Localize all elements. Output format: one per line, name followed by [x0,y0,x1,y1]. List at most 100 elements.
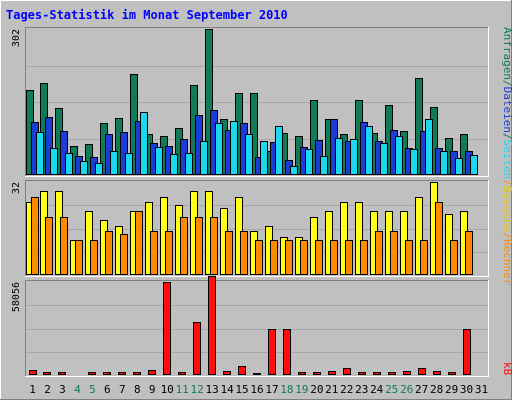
bar-kb-day-19 [298,372,306,375]
series-legend: Anfragen/Dateien/Seiten/Besuche/Rechner k… [501,27,512,376]
bar-seiten-day-2 [50,148,58,175]
bar-kb-day-20 [313,372,321,375]
bar-seiten-day-12 [200,141,208,175]
legend-entry: Rechner [501,239,512,286]
bar-rechner-day-5 [90,240,98,275]
bar-kb-day-24 [373,372,381,375]
x-tick-label: 28 [430,383,443,396]
bar-kb-day-3 [58,372,66,375]
x-tick-label: 23 [355,383,368,396]
x-tick-label: 29 [445,383,458,396]
bar-rechner-day-10 [165,231,173,275]
x-tick-label: 13 [205,383,218,396]
chart-panels: 302 32 58056 [11,27,489,377]
x-tick-label: 9 [149,383,156,396]
bar-seiten-day-4 [80,161,88,175]
bar-seiten-day-20 [320,156,328,175]
bar-besuche-day-23 [355,202,363,275]
bar-rechner-day-18 [285,240,293,275]
bar-rechner-day-11 [180,217,188,275]
x-tick-label: 18 [280,383,293,396]
bar-seiten-day-13 [215,123,223,175]
bar-kb-day-22 [343,368,351,375]
bar-kb-day-28 [433,371,441,375]
y-axis-max-label: 302 [11,29,22,47]
bar-seiten-day-21 [335,138,343,175]
bar-kb-day-15 [238,366,246,375]
bar-kb-day-2 [43,372,51,375]
bar-seiten-day-25 [395,136,403,175]
bar-kb-day-13 [208,276,216,375]
x-tick-label: 16 [250,383,263,396]
bar-seiten-day-16 [260,141,268,175]
x-tick-label: 24 [370,383,384,396]
series-kb [29,276,471,375]
bar-kb-day-21 [328,371,336,375]
bar-kb-day-14 [223,371,231,375]
bar-rechner-day-13 [210,217,218,275]
x-tick-label: 12 [190,383,203,396]
legend-top-label: Anfragen/Dateien/Seiten/Besuche/Rechner [501,27,512,286]
bar-seiten-day-10 [170,154,178,175]
x-axis-tick-labels: 1 2 3 4 5 6 7 8 9 10 11 12 13 14 15 16 17 18 19 20 21 22 23 24 2… [29,383,488,396]
chart-title: Tages-Statistik im Monat September 2010 [6,8,288,22]
bar-rechner-day-7 [120,234,128,275]
x-tick-label: 10 [161,383,174,396]
bar-rechner-day-9 [150,231,158,275]
legend-entry: Besuche [501,186,512,232]
x-tick-label: 2 [44,383,51,396]
bar-rechner-day-12 [195,217,203,275]
bar-kb-day-16 [253,373,261,375]
bar-kb-day-7 [118,372,126,375]
panel-traffic: 58056 [11,276,489,377]
bar-kb-day-30 [463,329,471,375]
bar-rechner-day-8 [135,211,143,275]
series-rechner [31,197,473,275]
bar-seiten-day-7 [125,153,133,175]
legend-entry: Dateien [501,87,512,133]
bar-rechner-day-19 [300,240,308,275]
x-tick-label: 20 [310,383,323,396]
bar-kb-day-1 [29,370,37,375]
legend-entry: / [501,232,512,239]
bar-kb-day-10 [163,282,171,375]
bar-kb-day-29 [448,372,456,375]
bar-kb-day-25 [388,372,396,375]
y-axis-max-label: 58056 [11,282,22,312]
bar-rechner-day-30 [465,231,473,275]
bar-rechner-day-3 [60,217,68,275]
x-tick-label: 22 [340,383,353,396]
x-tick-label: 25 [385,383,398,396]
x-tick-label: 3 [59,383,66,396]
bar-kb-day-23 [358,372,366,375]
bar-dateien-day-2 [45,117,53,175]
bar-seiten-day-22 [350,139,358,175]
x-tick-label: 5 [89,383,96,396]
legend-entry: / [501,133,512,140]
bar-seiten-day-17 [275,126,283,175]
bar-besuche-day-22 [340,202,348,275]
bar-kb-day-5 [88,372,96,375]
bar-rechner-day-14 [225,231,233,275]
bar-anfragen-day-20 [310,100,318,175]
bar-rechner-day-21 [330,240,338,275]
bar-rechner-day-24 [375,231,383,275]
bar-seiten-day-19 [305,149,313,175]
bar-kb-day-8 [133,372,141,375]
bar-seiten-day-1 [36,132,44,175]
panel-area [25,280,489,377]
bar-seiten-day-23 [365,126,373,175]
y-axis-max-label: 32 [11,182,22,194]
x-tick-label: 1 [29,383,36,396]
bar-rechner-day-16 [255,240,263,275]
bar-seiten-day-26 [410,149,418,175]
bar-seiten-day-15 [245,134,253,175]
bar-rechner-day-4 [75,240,83,275]
bar-rechner-day-23 [360,240,368,275]
bar-seiten-day-6 [110,151,118,175]
legend-bottom-label: kB [501,362,512,376]
panel-requests: 302 [11,27,489,177]
bar-kb-day-6 [103,372,111,375]
bar-anfragen-day-27 [415,78,423,175]
